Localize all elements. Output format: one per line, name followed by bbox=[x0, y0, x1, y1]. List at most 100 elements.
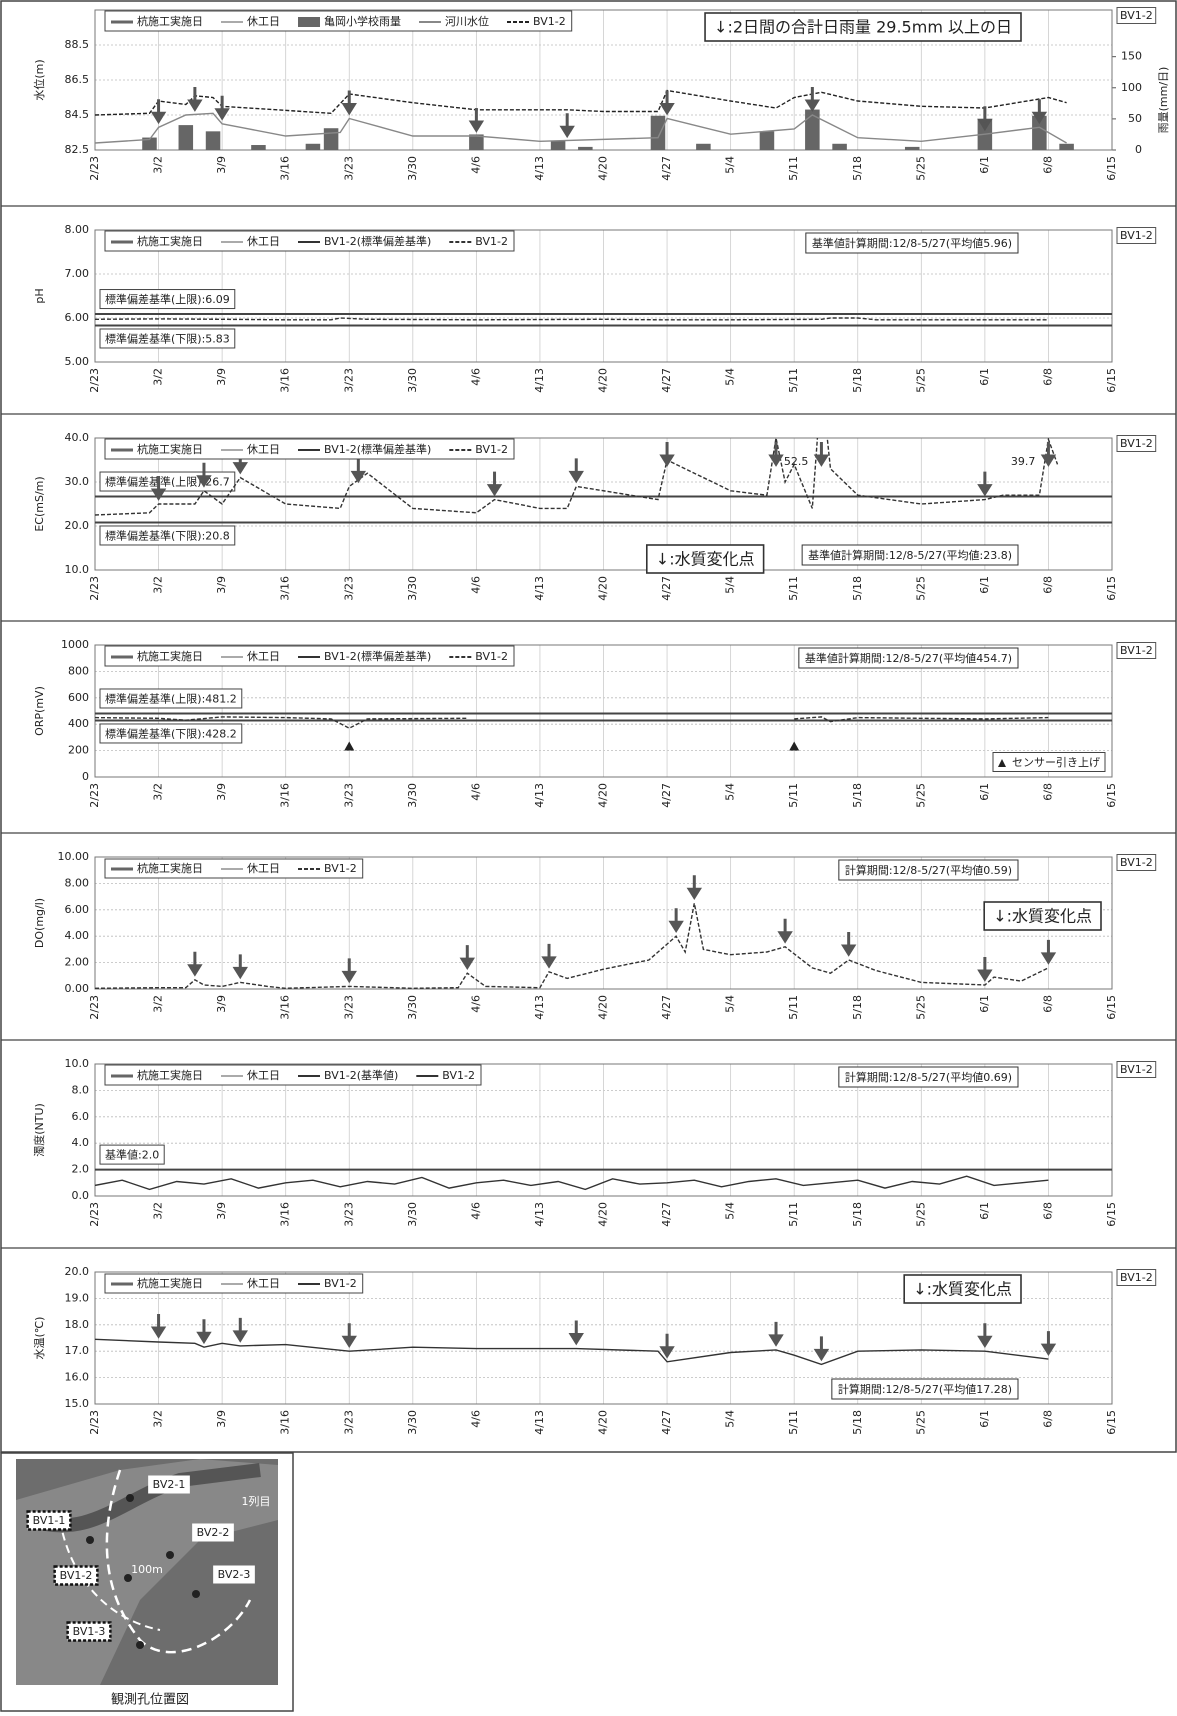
legend-label: BV1-2(標準偏差基準) bbox=[324, 234, 431, 248]
x-tick-label: 6/15 bbox=[1105, 576, 1118, 601]
x-tick-label: 6/1 bbox=[978, 576, 991, 594]
chart: 15.016.017.018.019.020.02/233/23/93/163/… bbox=[33, 1265, 1156, 1435]
change-arrow bbox=[980, 106, 990, 128]
y-axis-label: 濁度(NTU) bbox=[33, 1103, 46, 1157]
x-tick-label: 4/20 bbox=[597, 368, 610, 393]
reference-label: 標準偏差基準(上限):481.2 bbox=[105, 691, 237, 705]
page: {"chart_data": [ {"type": "line", "label… bbox=[0, 0, 1177, 1712]
x-tick-label: 5/25 bbox=[914, 783, 927, 808]
y-tick-label: 19.0 bbox=[65, 1291, 90, 1304]
chart: 5.006.007.008.002/233/23/93/163/233/304/… bbox=[33, 223, 1156, 393]
map-caption: 観測孔位置図 bbox=[111, 1693, 189, 1708]
change-arrow bbox=[154, 99, 164, 121]
x-tick-label: 4/6 bbox=[469, 995, 482, 1013]
peak-label: 52.5 bbox=[784, 455, 809, 468]
chart: 10.020.030.040.02/233/23/93/163/233/304/… bbox=[33, 383, 1156, 601]
x-tick-label: 5/4 bbox=[724, 576, 737, 594]
change-arrow bbox=[1043, 1331, 1053, 1353]
x-tick-label: 3/30 bbox=[406, 576, 419, 601]
x-tick-label: 5/18 bbox=[851, 156, 864, 181]
rain-bar bbox=[324, 128, 339, 150]
x-tick-label: 5/18 bbox=[851, 368, 864, 393]
x-tick-label: 3/16 bbox=[279, 576, 292, 601]
x-tick-label: 4/27 bbox=[660, 156, 673, 181]
x-tick-label: 3/30 bbox=[406, 1202, 419, 1227]
change-arrow bbox=[1034, 99, 1044, 121]
change-arrow bbox=[689, 875, 699, 897]
x-tick-label: 6/1 bbox=[978, 995, 991, 1013]
x-tick-label: 4/27 bbox=[660, 368, 673, 393]
y-axis-label: 水温(℃) bbox=[33, 1317, 46, 1360]
legend-label: 休工日 bbox=[247, 235, 280, 248]
x-tick-label: 3/16 bbox=[279, 156, 292, 181]
x-tick-label: 4/6 bbox=[469, 1410, 482, 1428]
note-emphasis: ↓:水質変化点 bbox=[656, 550, 755, 569]
legend-label: 杭施工実施日 bbox=[137, 1069, 203, 1082]
legend-label: BV1-2 bbox=[475, 443, 508, 456]
legend-label: BV1-2 bbox=[475, 235, 508, 248]
map-well bbox=[86, 1536, 94, 1544]
change-arrow bbox=[1043, 442, 1053, 464]
x-tick-label: 5/25 bbox=[914, 156, 927, 181]
series-label: BV1-2 bbox=[1120, 1063, 1153, 1076]
x-tick-label: 5/25 bbox=[914, 368, 927, 393]
map-label: BV1-3 bbox=[73, 1625, 106, 1638]
change-arrow bbox=[671, 908, 681, 930]
x-tick-label: 3/9 bbox=[215, 156, 228, 174]
x-tick-label: 3/16 bbox=[279, 1410, 292, 1435]
change-arrow bbox=[816, 442, 826, 464]
change-arrow bbox=[353, 458, 363, 480]
series-label: BV1-2 bbox=[1120, 437, 1153, 450]
y-tick-label: 40.0 bbox=[65, 431, 90, 444]
y2-tick-label: 100 bbox=[1121, 81, 1142, 94]
y-axis-label: ORP(mV) bbox=[33, 686, 46, 736]
y-tick-label: 86.5 bbox=[65, 73, 90, 86]
x-tick-label: 6/15 bbox=[1105, 995, 1118, 1020]
legend-label: 杭施工実施日 bbox=[137, 235, 203, 248]
x-tick-label: 6/8 bbox=[1041, 368, 1054, 386]
chart: 020040060080010002/233/23/93/163/233/304… bbox=[33, 638, 1156, 808]
change-arrow bbox=[544, 944, 554, 966]
legend-label: 休工日 bbox=[247, 862, 280, 875]
legend-label: BV1-2 bbox=[533, 15, 566, 28]
legend-label: 杭施工実施日 bbox=[137, 15, 203, 28]
x-tick-label: 4/20 bbox=[597, 995, 610, 1020]
x-tick-label: 5/11 bbox=[787, 1202, 800, 1227]
x-tick-label: 6/8 bbox=[1041, 1202, 1054, 1220]
x-tick-label: 5/4 bbox=[724, 156, 737, 174]
series-label: BV1-2 bbox=[1120, 644, 1153, 657]
x-tick-label: 3/9 bbox=[215, 576, 228, 594]
x-tick-label: 6/8 bbox=[1041, 1410, 1054, 1428]
x-tick-label: 4/27 bbox=[660, 1202, 673, 1227]
reference-label: 標準偏差基準(下限):5.83 bbox=[105, 331, 230, 345]
y-tick-label: 15.0 bbox=[65, 1397, 90, 1410]
y-tick-label: 82.5 bbox=[65, 143, 90, 156]
legend-label: 亀岡小学校雨量 bbox=[324, 14, 401, 28]
map-well bbox=[136, 1641, 144, 1649]
x-tick-label: 5/11 bbox=[787, 576, 800, 601]
y-tick-label: 2.0 bbox=[72, 1163, 90, 1176]
y-axis-label: 水位(m) bbox=[33, 59, 46, 100]
sensor-lift-legend: センサー引き上げ bbox=[998, 755, 1100, 769]
x-tick-label: 4/27 bbox=[660, 576, 673, 601]
x-tick-label: 3/2 bbox=[152, 576, 165, 594]
legend-label: 休工日 bbox=[247, 1277, 280, 1290]
chart: 0.002.004.006.008.0010.002/233/23/93/163… bbox=[33, 850, 1156, 1020]
legend-label: 杭施工実施日 bbox=[137, 443, 203, 456]
series-group bbox=[95, 91, 1074, 151]
change-arrow bbox=[490, 472, 500, 494]
x-tick-label: 3/2 bbox=[152, 783, 165, 801]
x-tick-label: 6/8 bbox=[1041, 156, 1054, 174]
y-tick-label: 4.00 bbox=[65, 929, 90, 942]
y-tick-label: 6.00 bbox=[65, 903, 90, 916]
rain-bar bbox=[179, 125, 194, 150]
x-tick-label: 5/25 bbox=[914, 1410, 927, 1435]
document: 82.584.586.588.50501001502/233/23/93/163… bbox=[0, 0, 1177, 1712]
x-tick-label: 6/15 bbox=[1105, 783, 1118, 808]
rain-bar bbox=[206, 131, 221, 150]
x-tick-label: 4/13 bbox=[533, 1202, 546, 1227]
y-tick-label: 16.0 bbox=[65, 1371, 90, 1384]
y-tick-label: 200 bbox=[68, 744, 89, 757]
x-tick-label: 4/20 bbox=[597, 1410, 610, 1435]
y-tick-label: 7.00 bbox=[65, 267, 90, 280]
